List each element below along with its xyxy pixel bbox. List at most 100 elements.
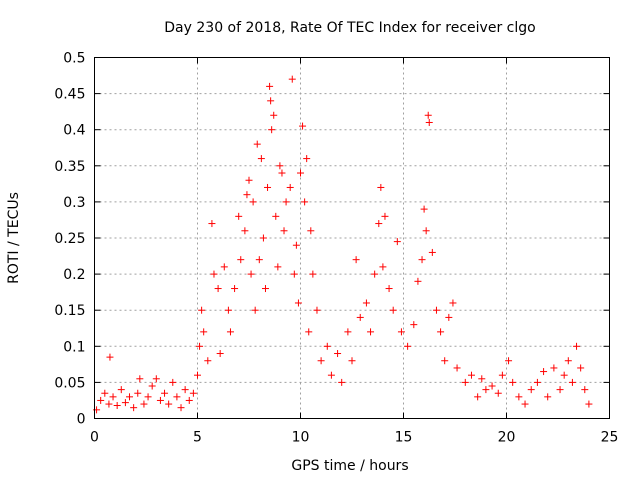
data-point	[121, 399, 129, 407]
x-tick-label: 10	[292, 430, 310, 446]
data-point	[200, 328, 208, 336]
data-point	[288, 75, 296, 83]
data-point	[453, 364, 461, 372]
data-point	[299, 122, 307, 130]
data-point	[257, 155, 265, 163]
data-point	[420, 205, 428, 213]
data-point	[564, 357, 572, 365]
data-point	[173, 393, 181, 401]
data-point	[282, 198, 290, 206]
data-point	[156, 396, 164, 404]
data-point	[181, 386, 189, 394]
data-point	[550, 364, 558, 372]
data-point	[280, 227, 288, 235]
data-point	[134, 389, 142, 397]
data-point	[393, 238, 401, 246]
data-point	[161, 389, 169, 397]
data-point	[397, 328, 405, 336]
data-point	[152, 375, 160, 383]
data-point	[237, 256, 245, 264]
data-point	[245, 176, 253, 184]
data-point	[224, 306, 232, 314]
data-point	[404, 342, 412, 350]
data-point	[109, 393, 117, 401]
data-point	[577, 364, 585, 372]
x-tick-label: 0	[90, 430, 99, 446]
data-point	[425, 118, 433, 126]
data-point	[196, 342, 204, 350]
data-point	[441, 357, 449, 365]
data-point	[105, 400, 113, 408]
y-tick-label: 0	[77, 412, 86, 428]
y-tick-label: 0.4	[63, 123, 85, 139]
plot-frame	[94, 57, 610, 419]
data-point	[148, 382, 156, 390]
data-point	[371, 270, 379, 278]
data-point	[169, 378, 177, 386]
grid-layer	[94, 57, 610, 419]
data-point	[494, 389, 502, 397]
data-point	[540, 368, 548, 376]
data-point	[307, 227, 315, 235]
data-point	[527, 386, 535, 394]
data-point	[189, 389, 197, 397]
data-point	[334, 350, 342, 358]
y-tick-label: 0.45	[54, 87, 85, 103]
data-point	[581, 386, 589, 394]
data-point	[556, 386, 564, 394]
data-point	[381, 212, 389, 220]
data-point	[414, 277, 422, 285]
data-point	[210, 270, 218, 278]
data-point	[272, 212, 280, 220]
data-point	[410, 321, 418, 329]
data-point	[344, 328, 352, 336]
data-point	[521, 400, 529, 408]
data-point	[389, 306, 397, 314]
data-point	[247, 270, 255, 278]
data-point	[136, 375, 144, 383]
data-point	[544, 393, 552, 401]
data-point	[568, 378, 576, 386]
data-point	[208, 220, 216, 228]
x-tick-label: 20	[498, 430, 516, 446]
data-point	[317, 357, 325, 365]
data-point	[573, 342, 581, 350]
data-point	[418, 256, 426, 264]
data-point	[498, 371, 506, 379]
data-point	[356, 313, 364, 321]
x-tick-label: 15	[395, 430, 413, 446]
data-point	[177, 404, 185, 412]
data-point	[377, 183, 385, 191]
data-point	[301, 198, 309, 206]
y-tick-label: 0.5	[63, 51, 85, 67]
data-point	[449, 299, 457, 307]
data-point	[165, 400, 173, 408]
data-point	[226, 328, 234, 336]
data-point	[278, 169, 286, 177]
data-point	[461, 378, 469, 386]
data-point	[488, 382, 496, 390]
x-tick-label: 25	[601, 430, 619, 446]
data-point	[478, 375, 486, 383]
data-point	[533, 378, 541, 386]
data-point	[297, 169, 304, 177]
data-point	[515, 393, 523, 401]
data-point	[437, 328, 445, 336]
data-point	[264, 183, 272, 191]
data-point	[113, 402, 121, 410]
data-point	[379, 263, 387, 271]
data-point	[560, 371, 568, 379]
data-point	[352, 256, 360, 264]
data-point	[276, 162, 284, 170]
data-point	[144, 393, 152, 401]
data-point	[509, 378, 517, 386]
data-point	[303, 155, 311, 163]
data-point	[474, 393, 482, 401]
data-point	[309, 270, 317, 278]
data-point	[231, 285, 239, 293]
data-point	[467, 371, 475, 379]
tick-layer: 0 0.05 0.1 0.15 0.2 0.25 0.3 0.35 0.4 0.45 0.5 0 5 10…	[54, 51, 618, 446]
data-point	[445, 313, 453, 321]
data-point	[267, 97, 275, 105]
data-point	[385, 285, 393, 293]
